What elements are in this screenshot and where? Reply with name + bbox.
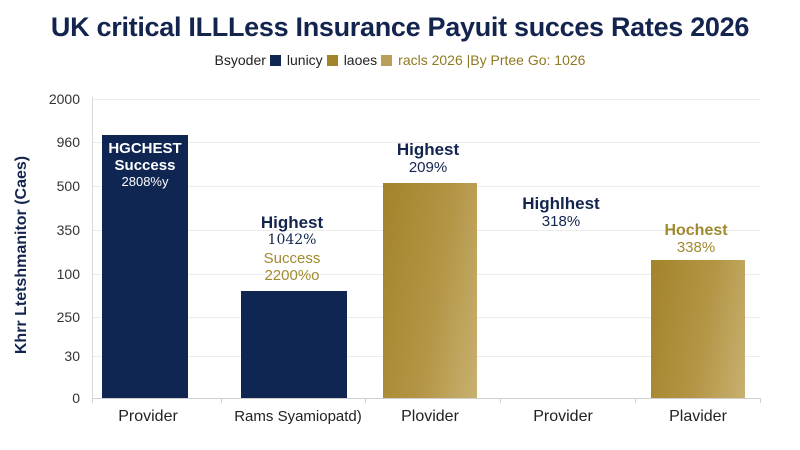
legend-item-3: racls 2026 |By Prtee Go: 1026 [398,52,586,68]
bar-provider-1[interactable] [102,135,188,398]
annotation-value: 1042% [267,231,317,248]
bar-2-annotation: Highest 1042% Success 2200%o [260,213,324,284]
chart-title: UK critical ILLLess Insurance Payuit suc… [50,12,750,42]
annotation-value: 338% [676,238,716,256]
y-axis-label: Khrr Ltetshmanitor (Caes) [13,155,30,355]
y-tick: 2000 [48,91,80,107]
legend-swatch-navy-icon [269,54,281,66]
bar-provider-3[interactable] [383,183,477,398]
legend-swatch-gold-icon [326,54,338,66]
annotation-subtitle: Success [263,250,321,268]
y-axis-line [92,97,93,399]
x-label: Rams Syamiopatd) [234,408,362,425]
legend-swatch-lightgold-icon [381,54,393,66]
annotation-value: 318% [541,212,581,230]
annotation-value: 2808%y [121,174,169,189]
gridline [92,142,760,143]
y-tick: 960 [56,134,80,150]
gridline [92,99,760,100]
bar-3-annotation: Highest 209% [396,140,460,176]
x-label: Plovider [401,408,459,425]
annotation-title: Highlhest [522,194,600,213]
y-tick: 250 [56,309,80,325]
annotation-title: Hochest [664,222,728,239]
annotation-value-2: 2200%o [264,266,320,284]
bar-1-annotation: HGCHEST Success 2808%y [108,140,182,189]
chart-legend: Bsyoder lunicy laoes racls 2026 |By Prte… [0,52,800,68]
y-tick: 500 [56,178,80,194]
bar-provider-5[interactable] [651,260,745,398]
annotation-subtitle: Success [114,156,176,174]
legend-item-1: lunicy [286,52,323,68]
x-tick-mark [365,398,366,403]
y-tick: 0 [72,390,80,406]
x-tick-mark [92,398,93,403]
legend-item-2: laoes [343,52,378,68]
x-tick-mark [635,398,636,403]
annotation-title: Highest [396,140,460,159]
bar-provider-2[interactable] [241,291,347,398]
y-tick: 350 [56,222,80,238]
y-tick: 100 [56,266,80,282]
x-tick-mark [500,398,501,403]
annotation-title: HGCHEST [108,140,182,157]
bar-4-annotation: Highlhest 318% [522,194,600,230]
y-tick: 30 [64,348,80,364]
annotation-title: Highest [260,213,324,232]
x-label: Provider [533,408,593,425]
x-label: Provider [118,408,178,425]
legend-prefix: Bsyoder [214,52,266,68]
x-tick-mark [760,398,761,403]
annotation-value: 209% [408,158,448,176]
bar-5-annotation: Hochest 338% [664,222,727,256]
x-label: Plavider [669,408,727,425]
x-axis-line [92,398,760,399]
x-tick-mark [221,398,222,403]
